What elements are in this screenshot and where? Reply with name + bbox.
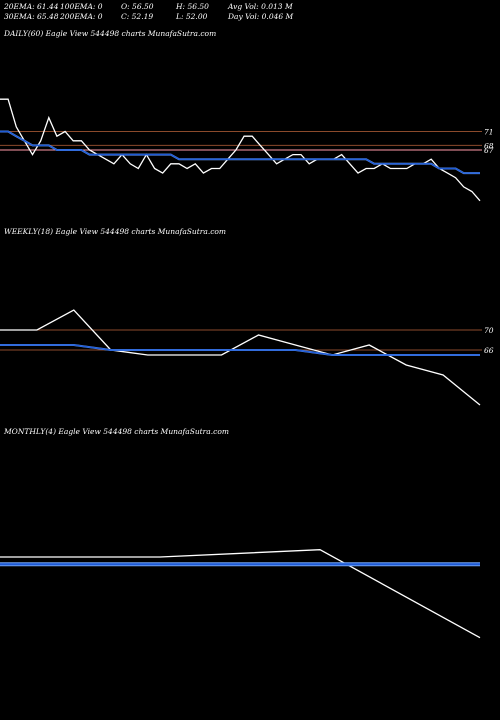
ema20-value: 20EMA: 61.44 [4, 2, 59, 11]
level-label: 66 [484, 346, 494, 355]
level-label: 67 [484, 146, 494, 155]
ema-line [0, 130, 480, 174]
price-line [0, 309, 481, 406]
weekly-chart-title: WEEKLY(18) Eagle View 544498 charts Muna… [4, 227, 227, 236]
daily-chart-title: DAILY(60) Eagle View 544498 charts Munaf… [4, 29, 217, 38]
price-line [0, 549, 481, 639]
monthly-chart-title: MONTHLY(4) Eagle View 544498 charts Muna… [4, 427, 229, 436]
level-label: 68 [484, 141, 494, 150]
low-value: L: 52.00 [176, 12, 208, 21]
level-label: 71 [484, 128, 494, 137]
monthly-chart [0, 549, 481, 639]
ema100-value: 100EMA: 0 [60, 2, 103, 11]
day-vol-value: Day Vol: 0.046 M [228, 12, 294, 21]
avg-vol-value: Avg Vol: 0.013 M [228, 2, 293, 11]
ema200-value: 200EMA: 0 [60, 12, 103, 21]
level-label: 70 [484, 326, 494, 335]
high-value: H: 56.50 [176, 2, 209, 11]
price-line [0, 98, 481, 202]
open-value: O: 56.50 [121, 2, 154, 11]
ema30-value: 30EMA: 65.48 [4, 12, 59, 21]
close-value: C: 52.19 [121, 12, 154, 21]
ema-line [0, 344, 480, 356]
weekly-chart: 70 66 [0, 309, 494, 406]
ema-line-glow [0, 130, 480, 175]
